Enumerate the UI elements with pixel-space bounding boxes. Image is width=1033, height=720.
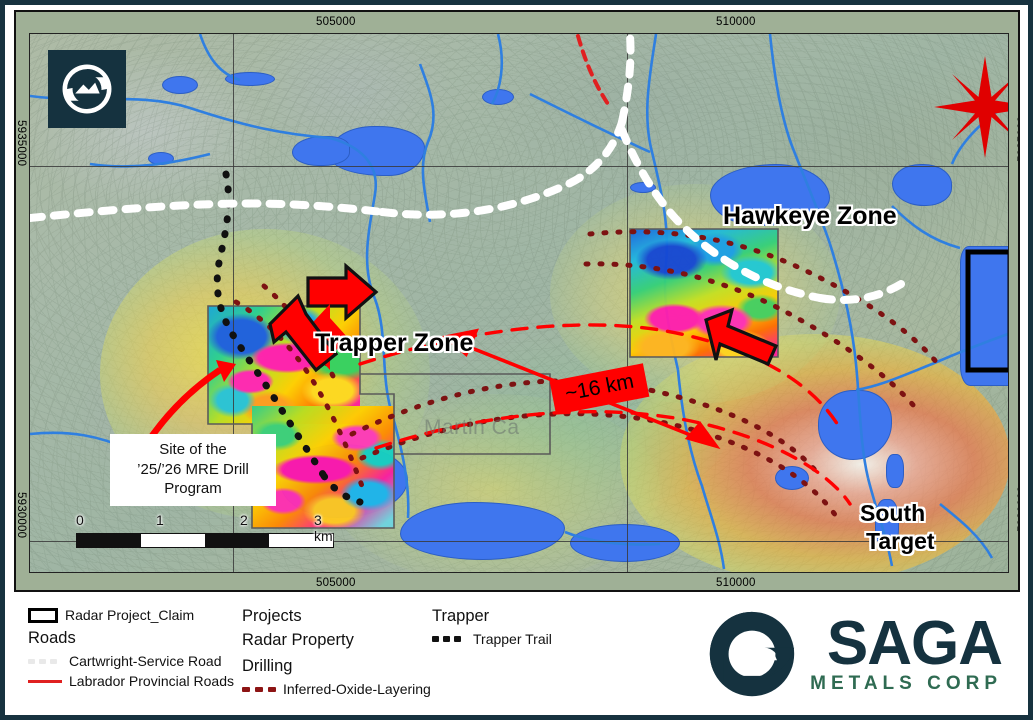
grid-line-horizontal-5935000	[30, 166, 1008, 167]
red-arrow-trapper-east	[306, 262, 379, 322]
red-arrow-trapper-anomaly	[268, 293, 348, 373]
labrador-provincial-road	[576, 34, 610, 106]
trapper-zone-label: Trapper Zone	[315, 329, 474, 357]
grid-line-horizontal-5930000	[30, 541, 1008, 542]
lake	[225, 72, 275, 86]
axis-label-left-5930000: 5930000	[15, 492, 27, 539]
trapper-trail-line	[213, 170, 364, 506]
saga-wordmark: SAGA METALS CORP	[810, 608, 1003, 695]
map-frame: 505000 510000 505000 510000 5935000 5930…	[14, 10, 1020, 592]
legend-column-claims-roads: Radar Project_Claim Roads Cartwright-Ser…	[28, 607, 234, 693]
lake	[710, 164, 830, 226]
legend-label: Trapper Trail	[473, 631, 552, 647]
legend-item-inferred-oxide-layering[interactable]: Inferred-Oxide-Layering	[242, 681, 431, 697]
dark-red-dotted-line-swatch-icon	[242, 683, 276, 695]
north-arrow-compass-rose	[930, 52, 1008, 162]
callout-line-3: Program	[164, 480, 222, 497]
lake	[775, 466, 809, 490]
legend-header-roads: Roads	[28, 629, 76, 647]
axis-label-bottom-510000: 510000	[716, 577, 756, 589]
saga-emblem-icon	[709, 611, 795, 697]
lake	[886, 454, 904, 488]
legend-header-trapper: Trapper	[432, 607, 490, 625]
black-dotted-line-swatch-icon	[432, 633, 466, 645]
axis-label-top-505000: 505000	[316, 16, 356, 28]
drill-program-callout: Site of the ’25/’26 MRE Drill Program	[110, 434, 276, 506]
lake	[162, 76, 198, 94]
legend-item-radar-project-claim[interactable]: Radar Project_Claim	[28, 607, 234, 623]
grid-line-vertical-510000	[627, 34, 628, 572]
legend-item-cartwright-service-road[interactable]: Cartwright-Service Road	[28, 653, 234, 669]
basemap-place-label: Martin Ca	[424, 416, 520, 439]
red-solid-line-swatch-icon	[28, 679, 62, 683]
red-arrow-hawkeye-anomaly	[704, 307, 779, 367]
lake	[630, 182, 656, 193]
white-dotted-line-swatch-icon	[28, 655, 62, 667]
axis-label-bottom-505000: 505000	[316, 577, 356, 589]
south-target-label-line2: Target	[866, 528, 935, 554]
red-annotation-arrows	[137, 262, 779, 456]
cartwright-service-road	[30, 34, 914, 304]
axis-label-top-510000: 510000	[716, 16, 756, 28]
legend-label: Labrador Provincial Roads	[69, 673, 234, 689]
legend-header-drilling: Drilling	[242, 657, 293, 675]
axis-label-right-5935000: 5935000	[1017, 115, 1020, 162]
legend-column-trapper: Trapper Trapper Trail	[432, 607, 552, 651]
scale-tick-3: 3 km	[314, 512, 333, 544]
map-legend: Radar Project_Claim Roads Cartwright-Ser…	[14, 597, 1020, 715]
legend-header-projects: Projects	[242, 607, 302, 625]
saga-emblem-icon	[62, 64, 112, 114]
lake	[400, 502, 565, 560]
legend-item-radar-property[interactable]: Radar Property	[242, 631, 431, 650]
callout-line-2: ’25/’26 MRE Drill	[137, 460, 249, 478]
scale-bar: 0 1 2 3 km	[76, 512, 334, 548]
axis-label-left-5935000: 5935000	[15, 120, 27, 167]
brand-name: SAGA	[826, 608, 1003, 678]
legend-label: Radar Project_Claim	[65, 607, 195, 623]
saga-logo-tile	[48, 50, 126, 128]
scale-tick-2: 2	[240, 512, 248, 528]
hawkeye-zone-label: Hawkeye Zone	[723, 202, 897, 230]
legend-item-labrador-provincial-roads[interactable]: Labrador Provincial Roads	[28, 673, 234, 689]
map-canvas[interactable]: Martin Ca Trapper Zone Hawkeye Zone Sout…	[29, 33, 1009, 573]
callout-line-1: Site of the	[159, 441, 227, 458]
legend-label: Cartwright-Service Road	[69, 653, 222, 669]
lake	[818, 390, 892, 460]
legend-column-projects-drilling: Projects Radar Property Drilling Inferre…	[242, 607, 431, 701]
legend-item-trapper-trail[interactable]: Trapper Trail	[432, 631, 552, 647]
scale-tick-1: 1	[156, 512, 164, 528]
saga-brand-logo: SAGA METALS CORP	[702, 604, 1003, 704]
legend-label: Inferred-Oxide-Layering	[283, 681, 431, 697]
legend-label: Radar Property	[242, 631, 354, 649]
brand-subtitle: METALS CORP	[810, 673, 1002, 695]
claim-box-swatch-icon	[28, 607, 58, 623]
scale-tick-0: 0	[76, 512, 84, 528]
axis-label-right-5930000: 5930000	[1017, 485, 1020, 532]
south-target-label-line1: South	[860, 500, 926, 526]
grid-line-vertical-505000	[233, 34, 234, 572]
scale-bar-graphic	[76, 533, 334, 548]
scale-bar-ticks: 0 1 2 3 km	[76, 512, 334, 544]
lake	[892, 164, 952, 206]
